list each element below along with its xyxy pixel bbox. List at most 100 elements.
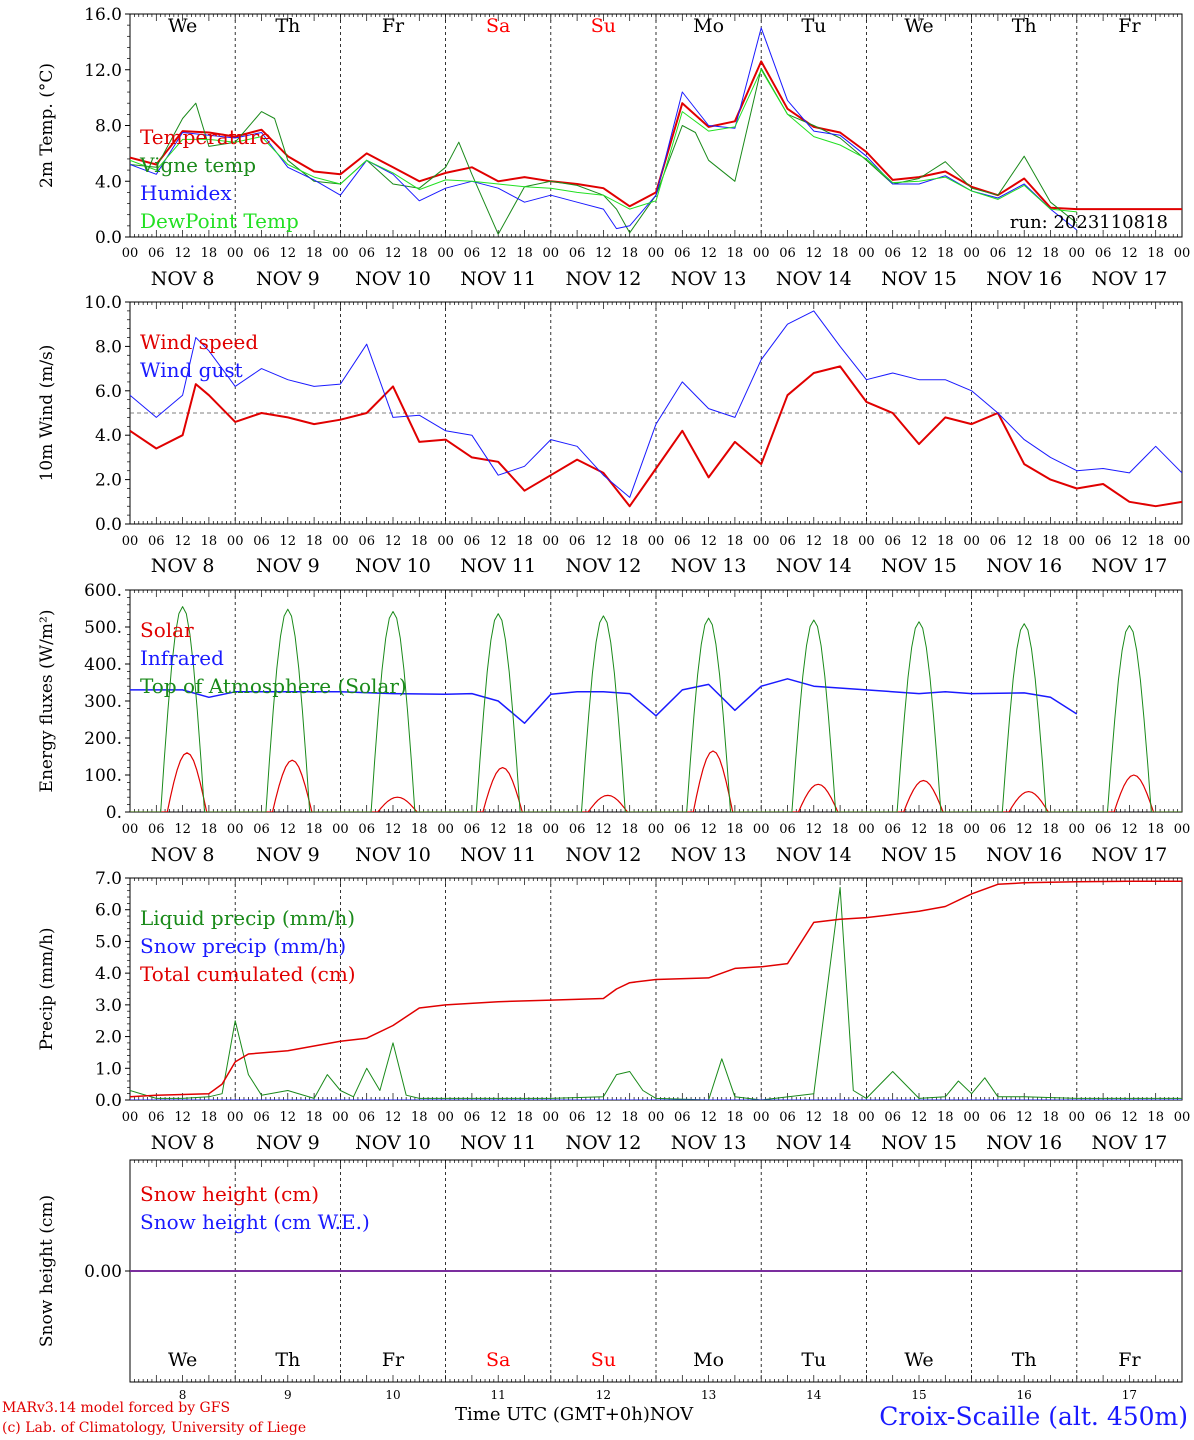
hour-tick-label: 06 xyxy=(884,822,901,837)
hour-tick-label: 06 xyxy=(464,1110,481,1125)
hour-tick-label: 00 xyxy=(963,1110,980,1125)
hour-tick-label: 00 xyxy=(858,1110,875,1125)
hour-tick-label: 18 xyxy=(516,246,533,261)
temp-legend-humidex: Humidex xyxy=(140,181,232,205)
date-label: NOV 12 xyxy=(565,555,641,577)
hour-tick-label: 00 xyxy=(437,246,454,261)
date-label: NOV 14 xyxy=(776,844,852,866)
date-label: NOV 8 xyxy=(151,268,215,290)
hour-tick-label: 00 xyxy=(122,534,139,549)
hour-tick-label: 18 xyxy=(832,1110,849,1125)
wind-y-tick-label: 10.0 xyxy=(84,293,122,313)
date-label: NOV 10 xyxy=(355,1132,431,1154)
date-label: NOV 9 xyxy=(256,844,320,866)
hour-tick-label: 12 xyxy=(1121,246,1138,261)
energy-y-tick-label: 100. xyxy=(84,766,122,786)
hour-tick-label: 12 xyxy=(280,1110,297,1125)
date-label: NOV 13 xyxy=(671,1132,747,1154)
hour-tick-label: 06 xyxy=(779,822,796,837)
time-axis-label: Time UTC (GMT+0h) xyxy=(455,1404,650,1425)
hour-tick-label: 12 xyxy=(490,1110,507,1125)
hour-tick-label: 18 xyxy=(306,822,323,837)
energy-legend-infrared: Infrared xyxy=(140,646,224,670)
hour-tick-label: 06 xyxy=(569,246,586,261)
energy-y-tick-label: 500. xyxy=(84,618,122,638)
energy-y-tick-label: 200. xyxy=(84,729,122,749)
weekday-label: Fr xyxy=(1118,1349,1141,1371)
energy-series-infrared xyxy=(130,678,1078,724)
hour-tick-label: 18 xyxy=(937,822,954,837)
hour-tick-label: 12 xyxy=(595,246,612,261)
hour-tick-label: 00 xyxy=(437,534,454,549)
weekday-label: Th xyxy=(275,1349,300,1371)
snow-y-tick-label: 0.00 xyxy=(84,1262,122,1282)
date-label: NOV 9 xyxy=(256,268,320,290)
hour-tick-label: 12 xyxy=(700,1110,717,1125)
hour-tick-label: 06 xyxy=(358,1110,375,1125)
hour-tick-label: 18 xyxy=(832,822,849,837)
energy-legend-top-of-atmosphere-solar: Top of Atmosphere (Solar) xyxy=(140,674,407,698)
model-credit: MARv3.14 model forced by GFS xyxy=(2,1400,231,1416)
day-number-label: 13 xyxy=(701,1388,716,1402)
date-label: NOV 11 xyxy=(460,268,536,290)
wind-legend-wind-speed: Wind speed xyxy=(140,330,258,354)
hour-tick-label: 12 xyxy=(1121,1110,1138,1125)
hour-tick-label: 00 xyxy=(648,246,665,261)
date-label: NOV 8 xyxy=(151,844,215,866)
wind-series-wind-speed xyxy=(130,365,1182,508)
weekday-label: We xyxy=(904,1349,933,1371)
precip-y-tick-label: 0.0 xyxy=(95,1091,122,1111)
hour-tick-label: 06 xyxy=(674,1110,691,1125)
day-number-label: 12 xyxy=(596,1388,611,1402)
precip-y-tick-label: 1.0 xyxy=(95,1059,122,1079)
hour-tick-label: 12 xyxy=(595,534,612,549)
date-label: NOV 12 xyxy=(565,844,641,866)
hour-tick-label: 12 xyxy=(1016,1110,1033,1125)
date-label: NOV 9 xyxy=(256,1132,320,1154)
hour-tick-label: 18 xyxy=(306,246,323,261)
hour-tick-label: 18 xyxy=(727,534,744,549)
hour-tick-label: 06 xyxy=(990,534,1007,549)
hour-tick-label: 06 xyxy=(358,822,375,837)
hour-tick-label: 06 xyxy=(990,246,1007,261)
weekday-label: Su xyxy=(591,15,616,37)
hour-tick-label: 06 xyxy=(253,1110,270,1125)
hour-tick-label: 06 xyxy=(779,534,796,549)
date-label: NOV 14 xyxy=(776,1132,852,1154)
hour-tick-label: 00 xyxy=(227,246,244,261)
energy-series-solar xyxy=(130,750,1182,812)
weekday-label: Fr xyxy=(382,1349,405,1371)
hour-tick-label: 00 xyxy=(332,822,349,837)
weekday-label: We xyxy=(168,15,197,37)
hour-tick-label: 06 xyxy=(674,246,691,261)
hour-tick-label: 06 xyxy=(779,246,796,261)
day-number-label: 11 xyxy=(491,1388,506,1402)
hour-tick-label: 06 xyxy=(253,246,270,261)
hour-tick-label: 06 xyxy=(569,534,586,549)
precip-y-axis-label: Precip (mm/h) xyxy=(37,927,57,1050)
hour-tick-label: 06 xyxy=(884,534,901,549)
hour-tick-label: 12 xyxy=(1016,534,1033,549)
precip-legend-total-cumulated-cm: Total cumulated (cm) xyxy=(140,962,356,986)
hour-tick-label: 00 xyxy=(753,534,770,549)
hour-tick-label: 12 xyxy=(1016,246,1033,261)
precip-y-tick-label: 7.0 xyxy=(95,869,122,889)
date-label: NOV 13 xyxy=(671,844,747,866)
hour-tick-label: 18 xyxy=(1042,246,1059,261)
hour-tick-label: 00 xyxy=(227,534,244,549)
hour-tick-label: 18 xyxy=(201,1110,218,1125)
date-label: NOV 12 xyxy=(565,268,641,290)
hour-tick-label: 06 xyxy=(990,822,1007,837)
hour-tick-label: 06 xyxy=(674,534,691,549)
date-label: NOV 16 xyxy=(986,555,1062,577)
temp-y-axis-label: 2m Temp. (°C) xyxy=(37,63,57,188)
energy-y-tick-label: 300. xyxy=(84,692,122,712)
energy-y-axis-label: Energy fluxes (W/m²) xyxy=(37,610,57,793)
hour-tick-label: 00 xyxy=(227,822,244,837)
precip-legend-liquid-precip-mm-h: Liquid precip (mm/h) xyxy=(140,906,355,930)
hour-tick-label: 00 xyxy=(1069,246,1086,261)
hour-tick-label: 06 xyxy=(1095,822,1112,837)
day-number-label: 10 xyxy=(385,1388,400,1402)
hour-tick-label: 00 xyxy=(332,246,349,261)
date-label: NOV 15 xyxy=(881,844,957,866)
